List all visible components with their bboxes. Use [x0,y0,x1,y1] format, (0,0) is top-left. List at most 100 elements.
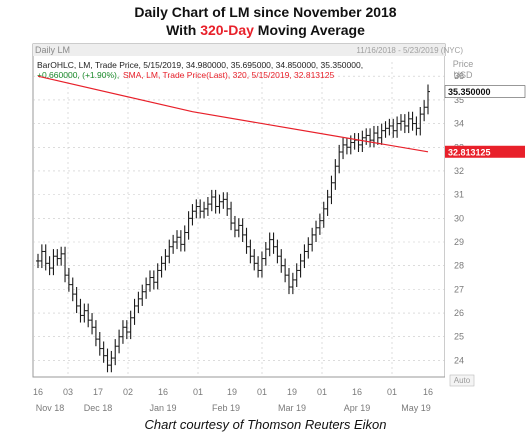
ohlc-bar [410,111,415,131]
ohlc-bar [279,249,284,273]
ohlc-bar [66,268,71,292]
ohlc-bar [109,350,114,373]
ohlc-bar [78,298,83,323]
last-price-label: 35.350000 [448,87,491,97]
ohlc-bar [159,256,164,278]
ohlc-bar [205,197,210,216]
ohlc-bar [217,194,222,214]
ohlc-bar [395,116,400,138]
ohlc-bar [329,175,334,205]
x-day-label: 16 [158,387,168,397]
ohlc-bar [59,246,64,266]
x-day-label: 17 [93,387,103,397]
ohlc-bar [182,225,187,252]
sma-value-box [445,145,525,158]
ohlc-bar [51,249,56,276]
ohlc-bar [240,218,245,242]
ohlc-bar [194,199,199,219]
y-tick-label: 28 [454,261,464,271]
ohlc-bar [202,201,207,219]
y-tick-label: 24 [454,355,464,365]
x-month-label: Mar 19 [278,403,306,413]
ohlc-bar [256,256,261,278]
ohlc-bar [426,84,430,115]
ohlc-bar [70,277,75,302]
ohlc-bar [391,118,396,138]
sma-value-label: 32.813125 [448,147,491,157]
ohlc-bar [271,232,276,254]
ohlc-bar [248,239,253,264]
x-month-label: Apr 19 [344,403,371,413]
x-day-label: 16 [352,387,362,397]
ohlc-bar [314,220,319,242]
ohlc-bar [198,199,203,219]
y-tick-label: 25 [454,332,464,342]
last-price-box [444,85,526,98]
ohlc-bar [229,201,234,231]
ohlc-bar [221,192,226,209]
ohlc-bar [140,284,145,306]
auto-label: Auto [454,376,471,385]
y-tick-label: 35 [454,95,464,105]
ohlc-bar [39,244,44,269]
ohlc-bar [86,303,91,328]
ohlc-bar [387,118,392,136]
ohlc-bar [74,287,79,314]
panel-label: Daily LM [35,45,70,55]
ohlc-bar [252,249,257,271]
x-day-label: 01 [193,387,203,397]
ohlc-bar [406,111,411,134]
ohlc-bar [244,227,249,254]
ohlc-bar [232,215,237,238]
ohlc-bar [55,249,60,266]
ohlc-bars [36,84,430,373]
ohlc-bar [163,249,168,271]
x-month-label: Nov 18 [36,403,65,413]
ohlc-bar [147,270,152,292]
ohlc-bar [97,332,102,356]
chart-header-band [33,44,445,56]
ohlc-bar [63,246,68,283]
ohlc-bar [36,253,40,269]
auto-button [449,374,475,387]
ohlc-bar [263,242,268,266]
x-month-label: Jan 19 [149,403,176,413]
ohlc-bar [422,100,427,122]
sma-line [37,75,429,153]
ohlc-bar [290,272,295,295]
ohlc-bar [43,244,48,271]
ohlc-bar [113,339,118,366]
y-tick-label: 34 [454,119,464,129]
x-day-label: 19 [287,387,297,397]
ohlc-bar [275,239,280,264]
ohlc-bar [124,320,129,340]
ohlc-bar [128,310,133,340]
ohlc-bar [379,123,384,145]
ohlc-bar [418,107,423,136]
x-day-label: 16 [33,387,43,397]
price-axis-area [445,56,526,387]
ohlc-bar [178,230,183,252]
chart-caption: Chart courtesy of Thomson Reuters Eikon [144,417,387,432]
subtitle-suffix: Moving Average [253,22,365,38]
y-tick-label: 27 [454,284,464,294]
ohlc-bar [136,291,141,314]
x-day-label: 16 [423,387,433,397]
ohlc-bar [375,125,380,145]
ohlc-bar [120,320,125,344]
ohlc-bar [321,201,326,228]
ohlc-bar [283,258,288,283]
ohlc-bar [259,251,264,278]
y-tick-label: 32 [454,166,464,176]
legend-change: +0.660000, (+1.90%), [37,70,119,80]
ohlc-bar [383,121,388,138]
ohlc-bar [225,192,230,216]
ohlc-bar [325,189,330,216]
ohlc-bar [341,137,346,160]
ohlc-bar [101,341,106,363]
ohlc-bar [132,298,137,325]
ohlc-bar [402,114,407,134]
ohlc-bar [175,230,180,250]
ohlc-bar [364,128,369,145]
ohlc-bar [47,256,52,276]
